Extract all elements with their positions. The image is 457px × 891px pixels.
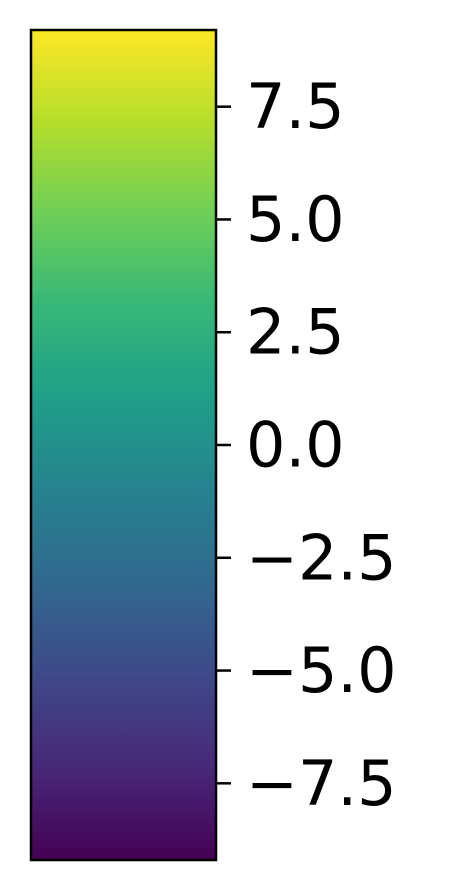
tick-label: 5.0 [246, 183, 345, 256]
tick-label: 7.5 [246, 70, 345, 143]
tick-label: −5.0 [246, 634, 397, 707]
tick-label: −7.5 [246, 747, 397, 820]
colorbar-gradient [31, 30, 216, 860]
tick-label: −2.5 [246, 521, 397, 594]
tick-label: 2.5 [246, 296, 345, 369]
colorbar-ticks: 7.5 5.0 2.5 0.0 −2.5 −5.0 −7.5 [216, 70, 397, 820]
tick-label: 0.0 [246, 409, 345, 482]
